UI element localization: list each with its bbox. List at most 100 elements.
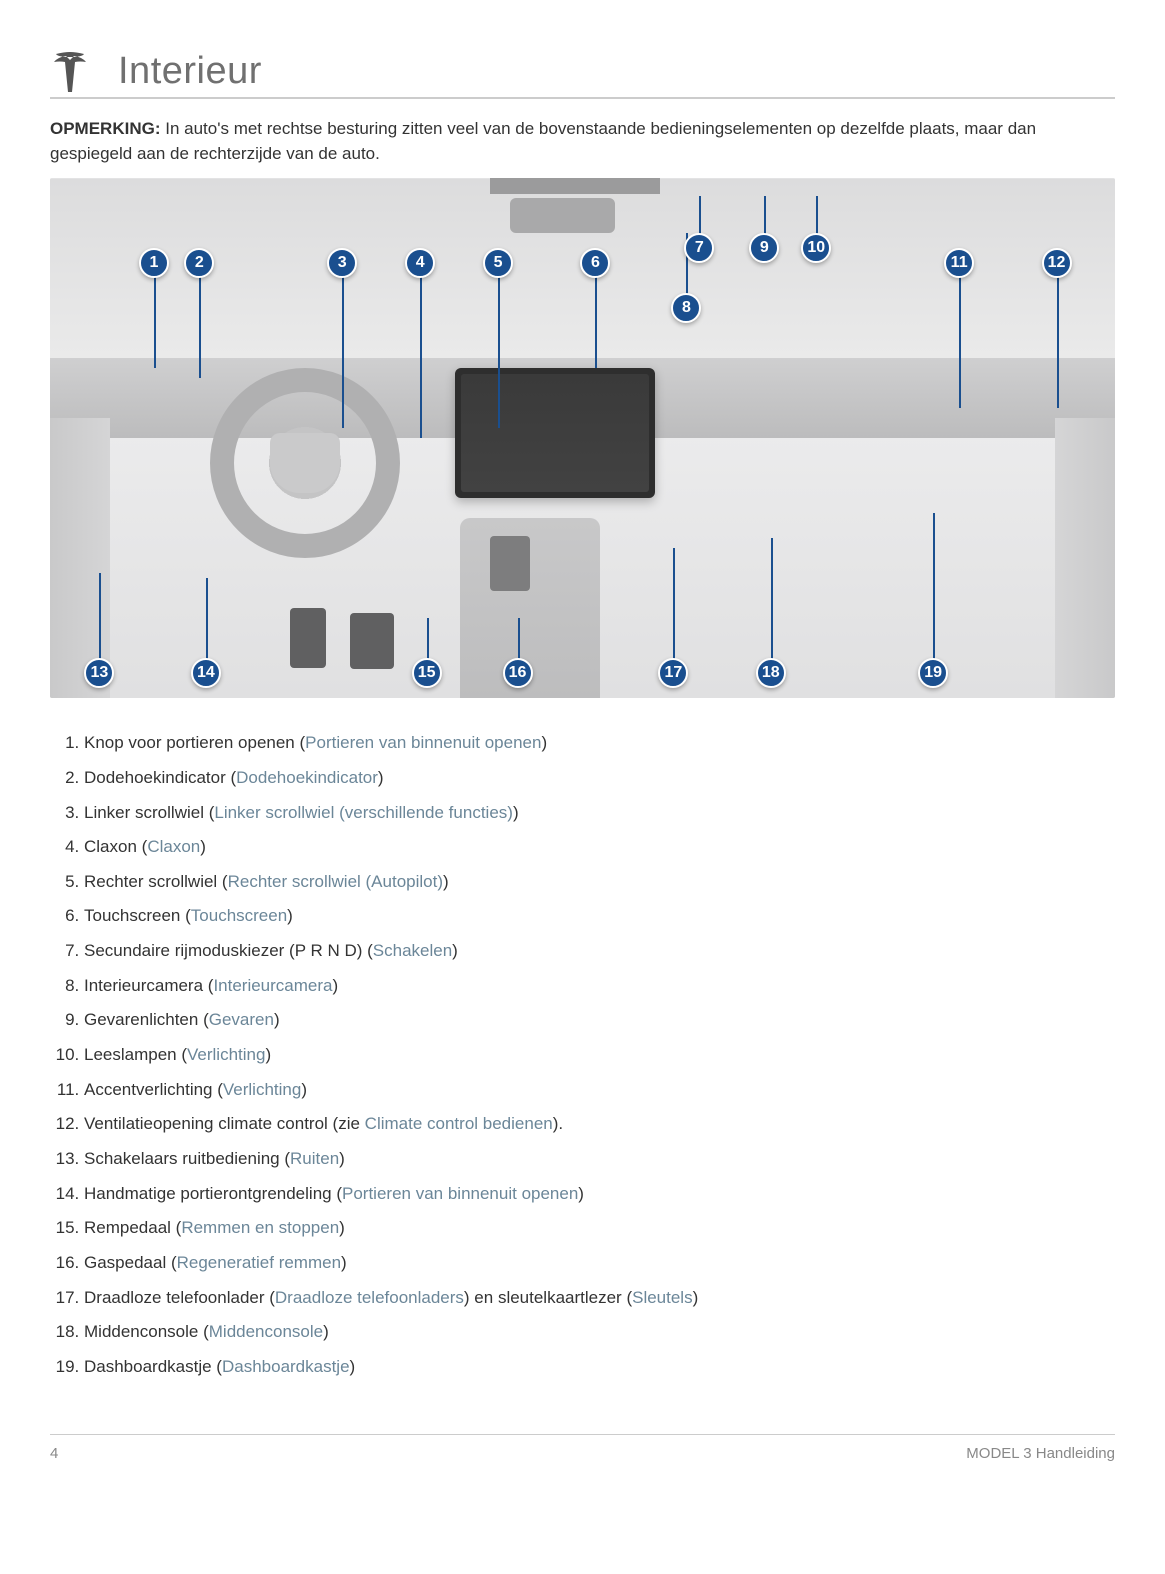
legend-link[interactable]: Climate control bedienen	[365, 1114, 553, 1133]
diagram-mirror	[510, 198, 615, 233]
legend-text: Gaspedaal (	[84, 1253, 177, 1272]
legend-text: Draadloze telefoonlader (	[84, 1288, 275, 1307]
legend-link[interactable]: Claxon	[147, 837, 200, 856]
callout-1: 1	[139, 248, 169, 278]
diagram-steering-wheel	[210, 368, 400, 558]
legend-text: Knop voor portieren openen (	[84, 733, 305, 752]
note-text: In auto's met rechtse besturing zitten v…	[50, 119, 1036, 163]
legend-item-4: Claxon (Claxon)	[84, 830, 1115, 865]
legend-link[interactable]: Touchscreen	[191, 906, 287, 925]
legend-link[interactable]: Ruiten	[290, 1149, 339, 1168]
legend-link[interactable]: Dashboardkastje	[222, 1357, 350, 1376]
legend-text: Schakelaars ruitbediening (	[84, 1149, 290, 1168]
legend-item-7: Secundaire rijmoduskiezer (P R N D) (Sch…	[84, 934, 1115, 969]
legend-link[interactable]: Gevaren	[209, 1010, 274, 1029]
legend-link[interactable]: Middenconsole	[209, 1322, 323, 1341]
legend-text: )	[301, 1080, 307, 1099]
callout-17: 17	[658, 658, 688, 688]
page-footer: 4 MODEL 3 Handleiding	[50, 1434, 1115, 1462]
legend-text: )	[200, 837, 206, 856]
callout-leader	[420, 263, 422, 438]
legend-text: )	[265, 1045, 271, 1064]
legend-item-15: Rempedaal (Remmen en stoppen)	[84, 1211, 1115, 1246]
legend-text: )	[452, 941, 458, 960]
legend-item-14: Handmatige portierontgrendeling (Portier…	[84, 1177, 1115, 1212]
legend-text: )	[323, 1322, 329, 1341]
legend-text: Dashboardkastje (	[84, 1357, 222, 1376]
legend-item-5: Rechter scrollwiel (Rechter scrollwiel (…	[84, 865, 1115, 900]
callout-12: 12	[1042, 248, 1072, 278]
legend-item-11: Accentverlichting (Verlichting)	[84, 1073, 1115, 1108]
legend-item-17: Draadloze telefoonlader (Draadloze telef…	[84, 1281, 1115, 1316]
diagram-door-right	[1055, 418, 1115, 698]
diagram-brake-pedal	[290, 608, 326, 668]
legend-text: Claxon (	[84, 837, 147, 856]
diagram-accel-pedal	[350, 613, 394, 669]
callout-16: 16	[503, 658, 533, 688]
legend-link[interactable]: Interieurcamera	[213, 976, 332, 995]
legend-text: Gevarenlichten (	[84, 1010, 209, 1029]
callout-leader	[673, 548, 675, 673]
legend-text: )	[333, 976, 339, 995]
legend-item-12: Ventilatieopening climate control (zie C…	[84, 1107, 1115, 1142]
legend-link[interactable]: Remmen en stoppen	[181, 1218, 339, 1237]
callout-leader	[595, 263, 597, 368]
callout-15: 15	[412, 658, 442, 688]
legend-text: )	[339, 1218, 345, 1237]
legend-item-1: Knop voor portieren openen (Portieren va…	[84, 726, 1115, 761]
page-header: Interieur	[50, 50, 1115, 99]
callout-leader	[933, 513, 935, 673]
legend-text: )	[378, 768, 384, 787]
legend-text: )	[541, 733, 547, 752]
legend-text: )	[513, 803, 519, 822]
note-label: OPMERKING:	[50, 119, 161, 138]
legend-text: )	[287, 906, 293, 925]
legend-text: Handmatige portierontgrendeling (	[84, 1184, 342, 1203]
legend-item-16: Gaspedaal (Regeneratief remmen)	[84, 1246, 1115, 1281]
legend-text: )	[341, 1253, 347, 1272]
legend-item-6: Touchscreen (Touchscreen)	[84, 899, 1115, 934]
callout-leader	[199, 263, 201, 378]
legend-text: )	[693, 1288, 699, 1307]
legend-link[interactable]: Linker scrollwiel (verschillende functie…	[214, 803, 513, 822]
legend-link[interactable]: Sleutels	[632, 1288, 692, 1307]
legend-text: Rempedaal (	[84, 1218, 181, 1237]
legend-link[interactable]: Verlichting	[223, 1080, 301, 1099]
legend-text: )	[578, 1184, 584, 1203]
callout-leader	[771, 538, 773, 673]
legend-text: Dodehoekindicator (	[84, 768, 236, 787]
page-title: Interieur	[118, 50, 262, 93]
legend-link[interactable]: Portieren van binnenuit openen	[342, 1184, 578, 1203]
legend-text: Rechter scrollwiel (	[84, 872, 228, 891]
legend-text: Interieurcamera (	[84, 976, 213, 995]
legend-list: Knop voor portieren openen (Portieren va…	[50, 726, 1115, 1384]
legend-item-10: Leeslampen (Verlichting)	[84, 1038, 1115, 1073]
legend-item-18: Middenconsole (Middenconsole)	[84, 1315, 1115, 1350]
legend-link[interactable]: Verlichting	[187, 1045, 265, 1064]
callout-18: 18	[756, 658, 786, 688]
callout-14: 14	[191, 658, 221, 688]
diagram-wheel-hub	[270, 433, 340, 493]
legend-text: Touchscreen (	[84, 906, 191, 925]
legend-link[interactable]: Regeneratief remmen	[177, 1253, 341, 1272]
legend-text: Linker scrollwiel (	[84, 803, 214, 822]
diagram-touchscreen	[455, 368, 655, 498]
legend-link[interactable]: Schakelen	[373, 941, 452, 960]
legend-item-9: Gevarenlichten (Gevaren)	[84, 1003, 1115, 1038]
legend-text: )	[339, 1149, 345, 1168]
legend-text: ) en sleutelkaartlezer (	[464, 1288, 632, 1307]
legend-item-19: Dashboardkastje (Dashboardkastje)	[84, 1350, 1115, 1385]
legend-link[interactable]: Portieren van binnenuit openen	[305, 733, 541, 752]
legend-link[interactable]: Draadloze telefoonladers	[275, 1288, 464, 1307]
tesla-logo-icon	[50, 52, 90, 92]
legend-link[interactable]: Dodehoekindicator	[236, 768, 378, 787]
legend-text: )	[350, 1357, 356, 1376]
callout-leader	[342, 263, 344, 428]
diagram-overhead-console	[490, 178, 660, 194]
legend-text: )	[443, 872, 449, 891]
legend-item-8: Interieurcamera (Interieurcamera)	[84, 969, 1115, 1004]
doc-title: MODEL 3 Handleiding	[966, 1445, 1115, 1462]
legend-link[interactable]: Rechter scrollwiel (Autopilot)	[228, 872, 443, 891]
legend-text: Leeslampen (	[84, 1045, 187, 1064]
legend-text: Secundaire rijmoduskiezer (P R N D) (	[84, 941, 373, 960]
